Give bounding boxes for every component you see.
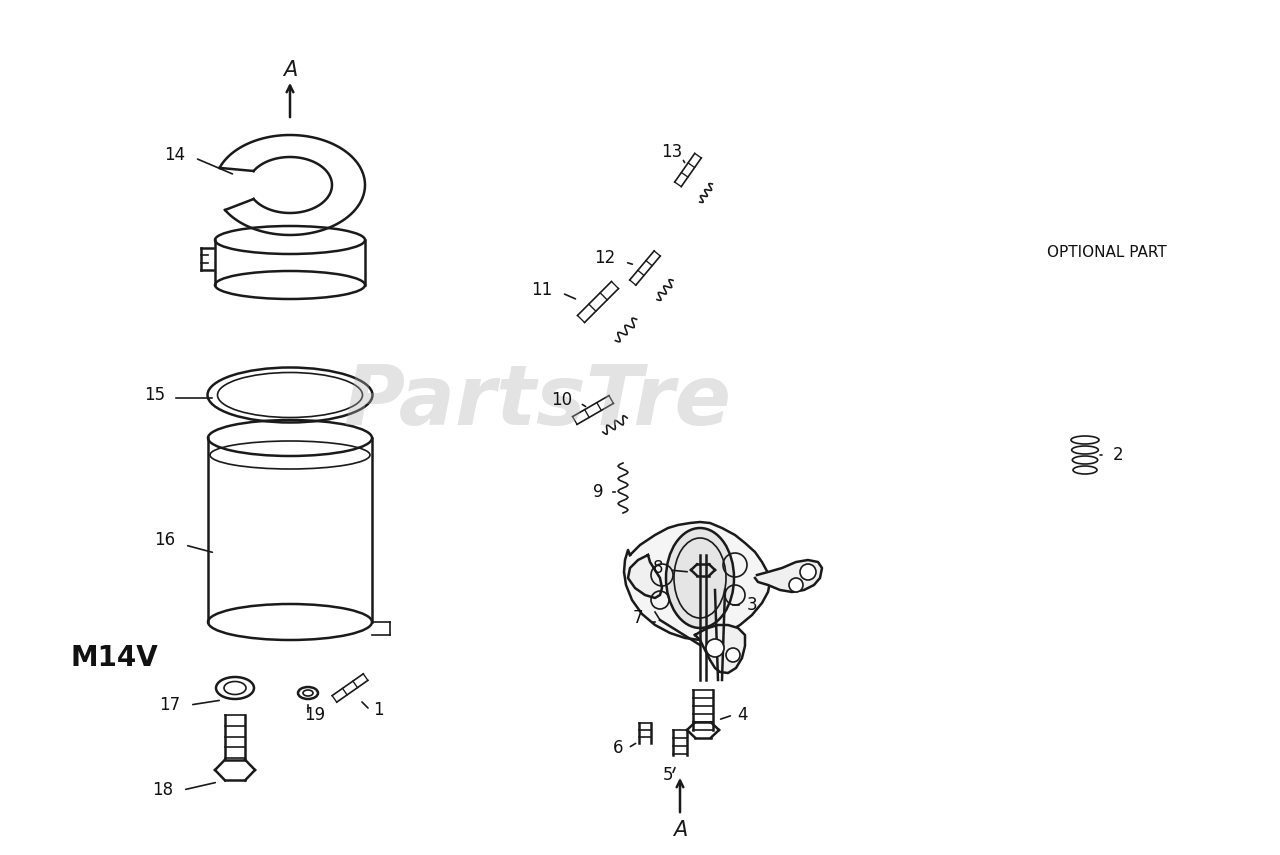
Circle shape xyxy=(788,578,803,592)
Circle shape xyxy=(707,639,724,657)
Text: 6: 6 xyxy=(613,739,623,757)
Text: OPTIONAL PART: OPTIONAL PART xyxy=(1047,245,1167,260)
Text: 12: 12 xyxy=(594,249,616,267)
Text: 3: 3 xyxy=(746,596,758,614)
Text: 5: 5 xyxy=(663,766,673,784)
Circle shape xyxy=(800,564,817,580)
Text: 2: 2 xyxy=(1112,446,1124,464)
Text: M14V: M14V xyxy=(70,645,159,672)
Text: 1: 1 xyxy=(372,701,383,719)
Text: 19: 19 xyxy=(305,706,325,724)
Text: 9: 9 xyxy=(593,483,603,501)
Text: 16: 16 xyxy=(155,531,175,549)
Circle shape xyxy=(726,648,740,662)
Text: 8: 8 xyxy=(653,559,663,577)
Text: 13: 13 xyxy=(662,143,682,161)
Text: 11: 11 xyxy=(531,281,553,299)
Text: 18: 18 xyxy=(152,781,174,799)
Text: 17: 17 xyxy=(160,696,180,714)
Text: 7: 7 xyxy=(632,609,644,627)
Text: 10: 10 xyxy=(552,391,572,409)
Polygon shape xyxy=(625,522,771,640)
Text: A: A xyxy=(283,60,297,80)
Ellipse shape xyxy=(666,528,733,628)
Text: A: A xyxy=(673,820,687,840)
Polygon shape xyxy=(695,625,745,673)
Polygon shape xyxy=(755,560,822,592)
Polygon shape xyxy=(628,555,662,598)
Text: 14: 14 xyxy=(164,146,186,164)
Text: 4: 4 xyxy=(737,706,749,724)
Text: PartsTre: PartsTre xyxy=(343,362,732,442)
Text: 15: 15 xyxy=(145,386,165,404)
